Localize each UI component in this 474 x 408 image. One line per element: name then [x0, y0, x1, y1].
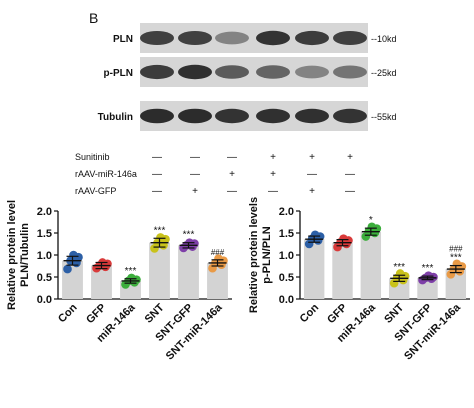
treatment-mark: — [345, 169, 355, 180]
treatment-mark: — [227, 186, 237, 197]
blot-band [256, 65, 290, 79]
blot-band [295, 30, 329, 46]
blot-band [295, 65, 329, 79]
treatment-mark: + [192, 186, 198, 197]
treatment-label: Sunitinib [75, 152, 110, 162]
blot-size-marker: --55kd [371, 112, 397, 122]
bar [332, 242, 353, 299]
blot-size-marker: --10kd [371, 34, 397, 44]
y-tick-label: 0.5 [37, 272, 52, 284]
treatment-mark: + [270, 152, 276, 163]
y-tick-label: 1.5 [37, 228, 52, 240]
treatment-mark: — [307, 169, 317, 180]
bar [303, 239, 325, 299]
data-point [63, 264, 72, 274]
treatment-label: rAAV-miR-146a [75, 169, 137, 179]
y-tick-label: 2.0 [37, 206, 52, 218]
treatment-mark: — [227, 152, 237, 163]
blot-band [215, 31, 249, 45]
treatment-mark: + [347, 152, 353, 163]
y-axis-label: Relative protein level [6, 200, 18, 310]
data-point [339, 234, 348, 244]
bar [149, 242, 170, 299]
blot-row-label: PLN [113, 34, 133, 45]
significance-label: *** [125, 266, 137, 277]
significance-label: ### [211, 248, 225, 257]
blot-band [295, 108, 329, 124]
y-axis-label: PLN/Tubulin [19, 223, 31, 287]
y-axis-label: Relative protein levels [248, 197, 260, 313]
chart-pln-tubulin: 0.0 0.5 1.0 1.5 2.0 Relative protein level PLN… [6, 200, 232, 362]
significance-label: *** [450, 253, 462, 264]
x-tick-label: SNT [382, 301, 406, 325]
y-axis-label: p-PLN/PLN [261, 226, 273, 283]
treatment-mark: — [345, 186, 355, 197]
blot-row-label: p-PLN [104, 68, 133, 79]
significance-label: *** [154, 225, 166, 236]
bar [91, 265, 112, 299]
data-point [127, 273, 136, 283]
blot-band [256, 108, 290, 124]
y-tick-label: 1.5 [279, 228, 294, 240]
x-tick-label: Con [56, 301, 80, 325]
bar [178, 245, 199, 299]
treatment-mark: — [152, 152, 162, 163]
y-tick-label: 1.0 [279, 250, 294, 262]
y-tick-label: 0.5 [279, 272, 294, 284]
blot-band [333, 108, 367, 124]
y-tick-label: 0.0 [37, 294, 52, 306]
blot-band [333, 30, 367, 46]
bar [360, 231, 382, 299]
chart-ppln-pln: 0.0 0.5 1.0 1.5 2.0 Relative protein levels p-… [248, 197, 470, 362]
blot-band [256, 30, 290, 46]
data-point [310, 230, 320, 240]
panel-label: B [89, 10, 98, 26]
blot-band [333, 65, 367, 79]
blot-size-marker: --25kd [371, 68, 397, 78]
treatment-mark: — [268, 186, 278, 197]
x-tick-label: Con [298, 301, 322, 325]
treatment-mark: — [190, 169, 200, 180]
x-tick-label: GFP [84, 302, 108, 326]
treatment-label: rAAV-GFP [75, 186, 116, 196]
blot-band [140, 108, 174, 124]
significance-label: * [369, 215, 373, 226]
significance-label: ### [449, 245, 463, 254]
blot-band [140, 30, 174, 46]
treatment-mark: — [190, 152, 200, 163]
data-point [69, 250, 78, 260]
significance-label: *** [422, 263, 434, 274]
blot-band [178, 64, 212, 80]
treatment-mark: — [152, 169, 162, 180]
treatment-mark: — [152, 186, 162, 197]
significance-label: *** [183, 230, 195, 241]
treatment-table: Sunitinib — — — + + + rAAV-miR-146a — — + + — — rAAV-G… [75, 152, 355, 197]
significance-label: *** [393, 262, 405, 273]
y-tick-label: 2.0 [279, 206, 294, 218]
blot-row-label: Tubulin [98, 112, 133, 123]
blot-band [178, 108, 212, 124]
x-tick-label: GFP [325, 302, 349, 326]
western-blot: PLN --10kd p-PLN --25kd Tubulin --55kd [98, 23, 397, 131]
y-tick-label: 1.0 [37, 250, 52, 262]
treatment-mark: + [270, 169, 276, 180]
data-point [214, 254, 223, 263]
data-point [156, 233, 165, 242]
blot-band [215, 65, 249, 79]
data-point [367, 222, 377, 232]
treatment-mark: + [309, 152, 315, 163]
blot-band [178, 30, 212, 46]
treatment-mark: + [309, 186, 315, 197]
treatment-mark: + [229, 169, 235, 180]
x-tick-label: SNT [143, 301, 167, 325]
blot-band [140, 64, 174, 80]
y-tick-label: 0.0 [279, 294, 294, 306]
blot-band [215, 108, 249, 124]
